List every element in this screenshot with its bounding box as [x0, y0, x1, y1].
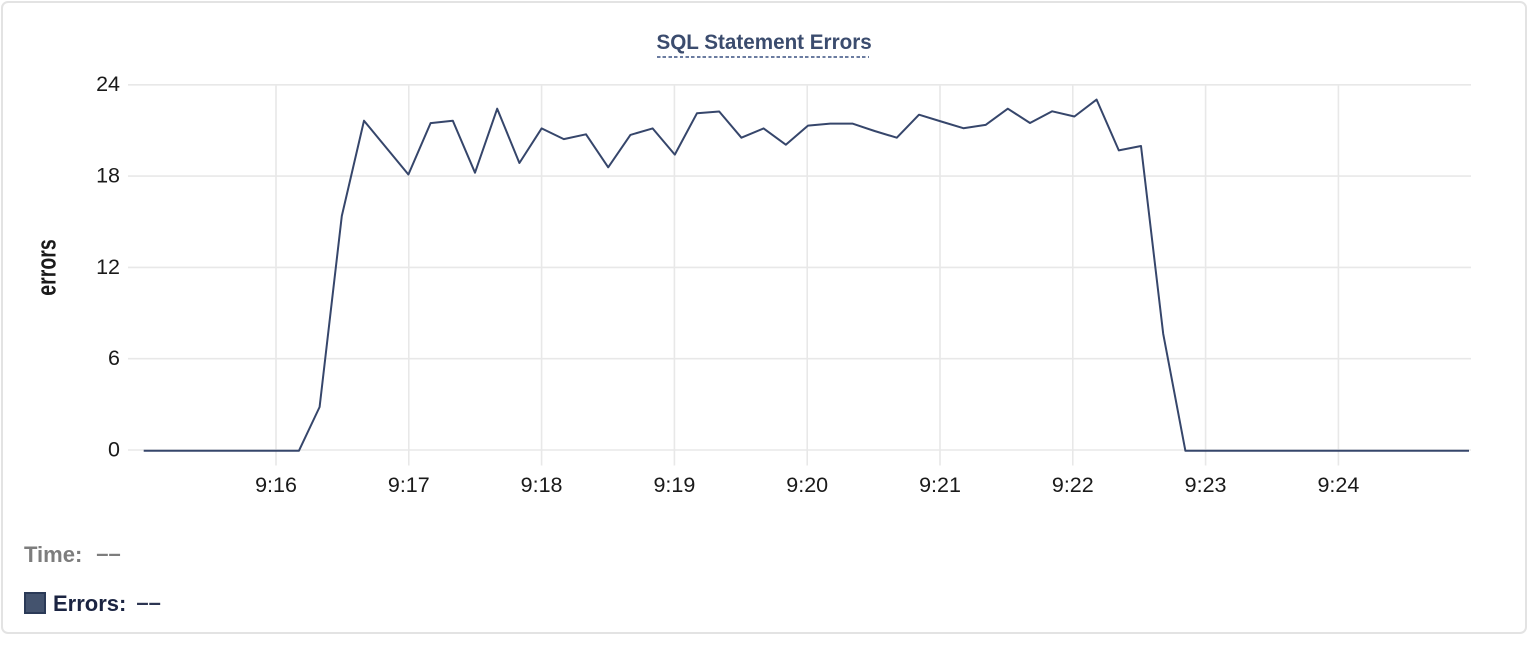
svg-text:9:24: 9:24	[1317, 473, 1359, 497]
svg-text:24: 24	[96, 72, 120, 96]
svg-text:9:20: 9:20	[786, 473, 828, 497]
svg-text:9:16: 9:16	[255, 473, 297, 497]
svg-text:9:17: 9:17	[388, 473, 430, 497]
svg-text:9:22: 9:22	[1052, 473, 1094, 497]
svg-text:18: 18	[96, 164, 120, 188]
svg-text:0: 0	[108, 437, 120, 461]
svg-text:9:21: 9:21	[919, 473, 961, 497]
svg-text:9:23: 9:23	[1185, 473, 1227, 497]
svg-text:9:18: 9:18	[521, 473, 563, 497]
svg-text:errors: errors	[32, 239, 62, 295]
svg-text:9:19: 9:19	[653, 473, 695, 497]
svg-text:6: 6	[108, 346, 120, 370]
svg-text:12: 12	[96, 255, 120, 279]
